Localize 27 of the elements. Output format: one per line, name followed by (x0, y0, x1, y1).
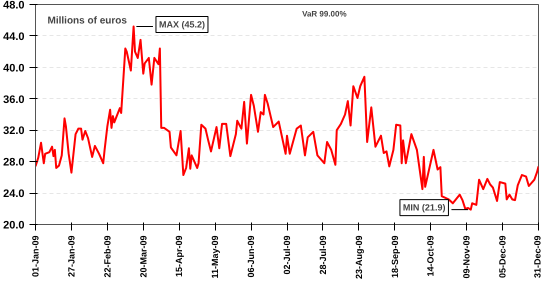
y-tick-label: 24.0 (3, 188, 25, 200)
x-tick-label: 15-Apr-09 (174, 236, 184, 278)
x-tick-label: 01-Jan-09 (30, 235, 40, 278)
text: VaR 99.00% (302, 10, 347, 18)
x-tick-label: 31-Dec-09 (532, 235, 542, 278)
x-tick-label: 18-Sep-09 (390, 235, 400, 278)
x-tick-label: 14-Oct-09 (426, 235, 436, 277)
y-tick-label: 20.0 (3, 220, 25, 232)
x-tick-label: 05-Dec-09 (498, 235, 508, 278)
y-tick-label: 36.0 (3, 94, 25, 106)
x-tick-label: 23-Aug-09 (354, 235, 364, 280)
x-tick-label: 28-Jul-09 (318, 235, 328, 275)
x-tick-label: 02-Jul-09 (282, 235, 292, 275)
x-tick-label: 06-Jun-09 (246, 235, 256, 278)
x-tick-label: 22-Feb-09 (102, 235, 112, 278)
x-tick-label: 20-Mar-09 (138, 235, 148, 278)
annotation: MAX (45.2) (158, 20, 205, 30)
y-tick-label: 32.0 (3, 125, 25, 138)
y-tick-label: 44.0 (3, 30, 25, 43)
annotation: MIN (21.9) (402, 202, 446, 213)
x-tick-label: 11-May-09 (210, 235, 220, 279)
y-axis-title: Millions of euros (48, 16, 128, 26)
x-tick-label: 09-Nov-09 (462, 235, 472, 279)
y-tick-label: 28.0 (3, 156, 25, 169)
y-tick-label: 40.0 (3, 62, 25, 74)
y-tick-label: 48.0 (3, 0, 25, 12)
x-tick-label: 27-Jan-09 (66, 235, 76, 278)
